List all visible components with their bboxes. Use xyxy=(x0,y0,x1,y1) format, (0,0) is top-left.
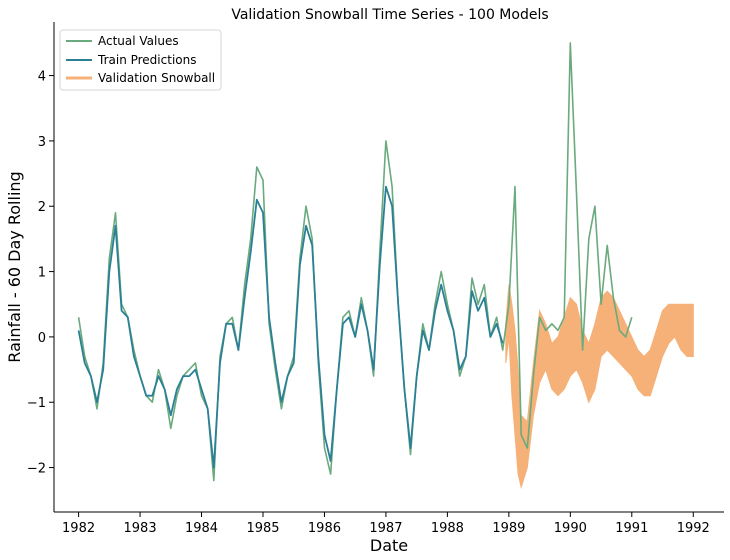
x-axis-ticks: 1982 1983 1984 1985 1986 1987 1988 1989 1990 1991… xyxy=(62,512,710,536)
series-train-predictions xyxy=(77,185,504,469)
x-tick-label: 1988 xyxy=(431,521,464,536)
series-actual-values xyxy=(77,42,633,482)
x-axis-title: Date xyxy=(370,536,408,555)
legend-label-actual-values: Actual Values xyxy=(98,34,179,48)
y-tick-label: −1 xyxy=(27,396,46,411)
x-tick-label: 1983 xyxy=(124,521,157,536)
y-axis-title: Rainfall - 60 Day Rolling xyxy=(5,171,24,362)
x-tick-label: 1990 xyxy=(554,521,587,536)
y-tick-label: 4 xyxy=(38,70,46,85)
x-tick-label: 1989 xyxy=(492,521,525,536)
legend: Actual Values Train Predictions Validati… xyxy=(59,29,222,91)
series-validation-snowball xyxy=(505,284,694,490)
x-tick-label: 1986 xyxy=(308,521,341,536)
legend-label-validation-snowball: Validation Snowball xyxy=(98,71,215,85)
x-tick-label: 1992 xyxy=(677,521,710,536)
y-tick-label: 3 xyxy=(38,135,46,150)
legend-label-train-predictions: Train Predictions xyxy=(97,53,196,67)
x-tick-label: 1984 xyxy=(185,521,218,536)
legend-frame xyxy=(59,29,222,91)
x-tick-label: 1982 xyxy=(62,521,95,536)
plot-area xyxy=(77,42,694,490)
chart-title: Validation Snowball Time Series - 100 Mo… xyxy=(231,7,548,23)
y-tick-label: −2 xyxy=(27,462,46,477)
y-tick-label: 1 xyxy=(38,266,46,281)
y-tick-label: 0 xyxy=(38,331,46,346)
y-tick-label: 2 xyxy=(38,200,46,215)
x-tick-label: 1987 xyxy=(369,521,402,536)
x-tick-label: 1985 xyxy=(246,521,279,536)
x-tick-label: 1991 xyxy=(615,521,648,536)
y-axis-ticks: −2 −1 0 1 2 3 4 xyxy=(27,70,54,477)
